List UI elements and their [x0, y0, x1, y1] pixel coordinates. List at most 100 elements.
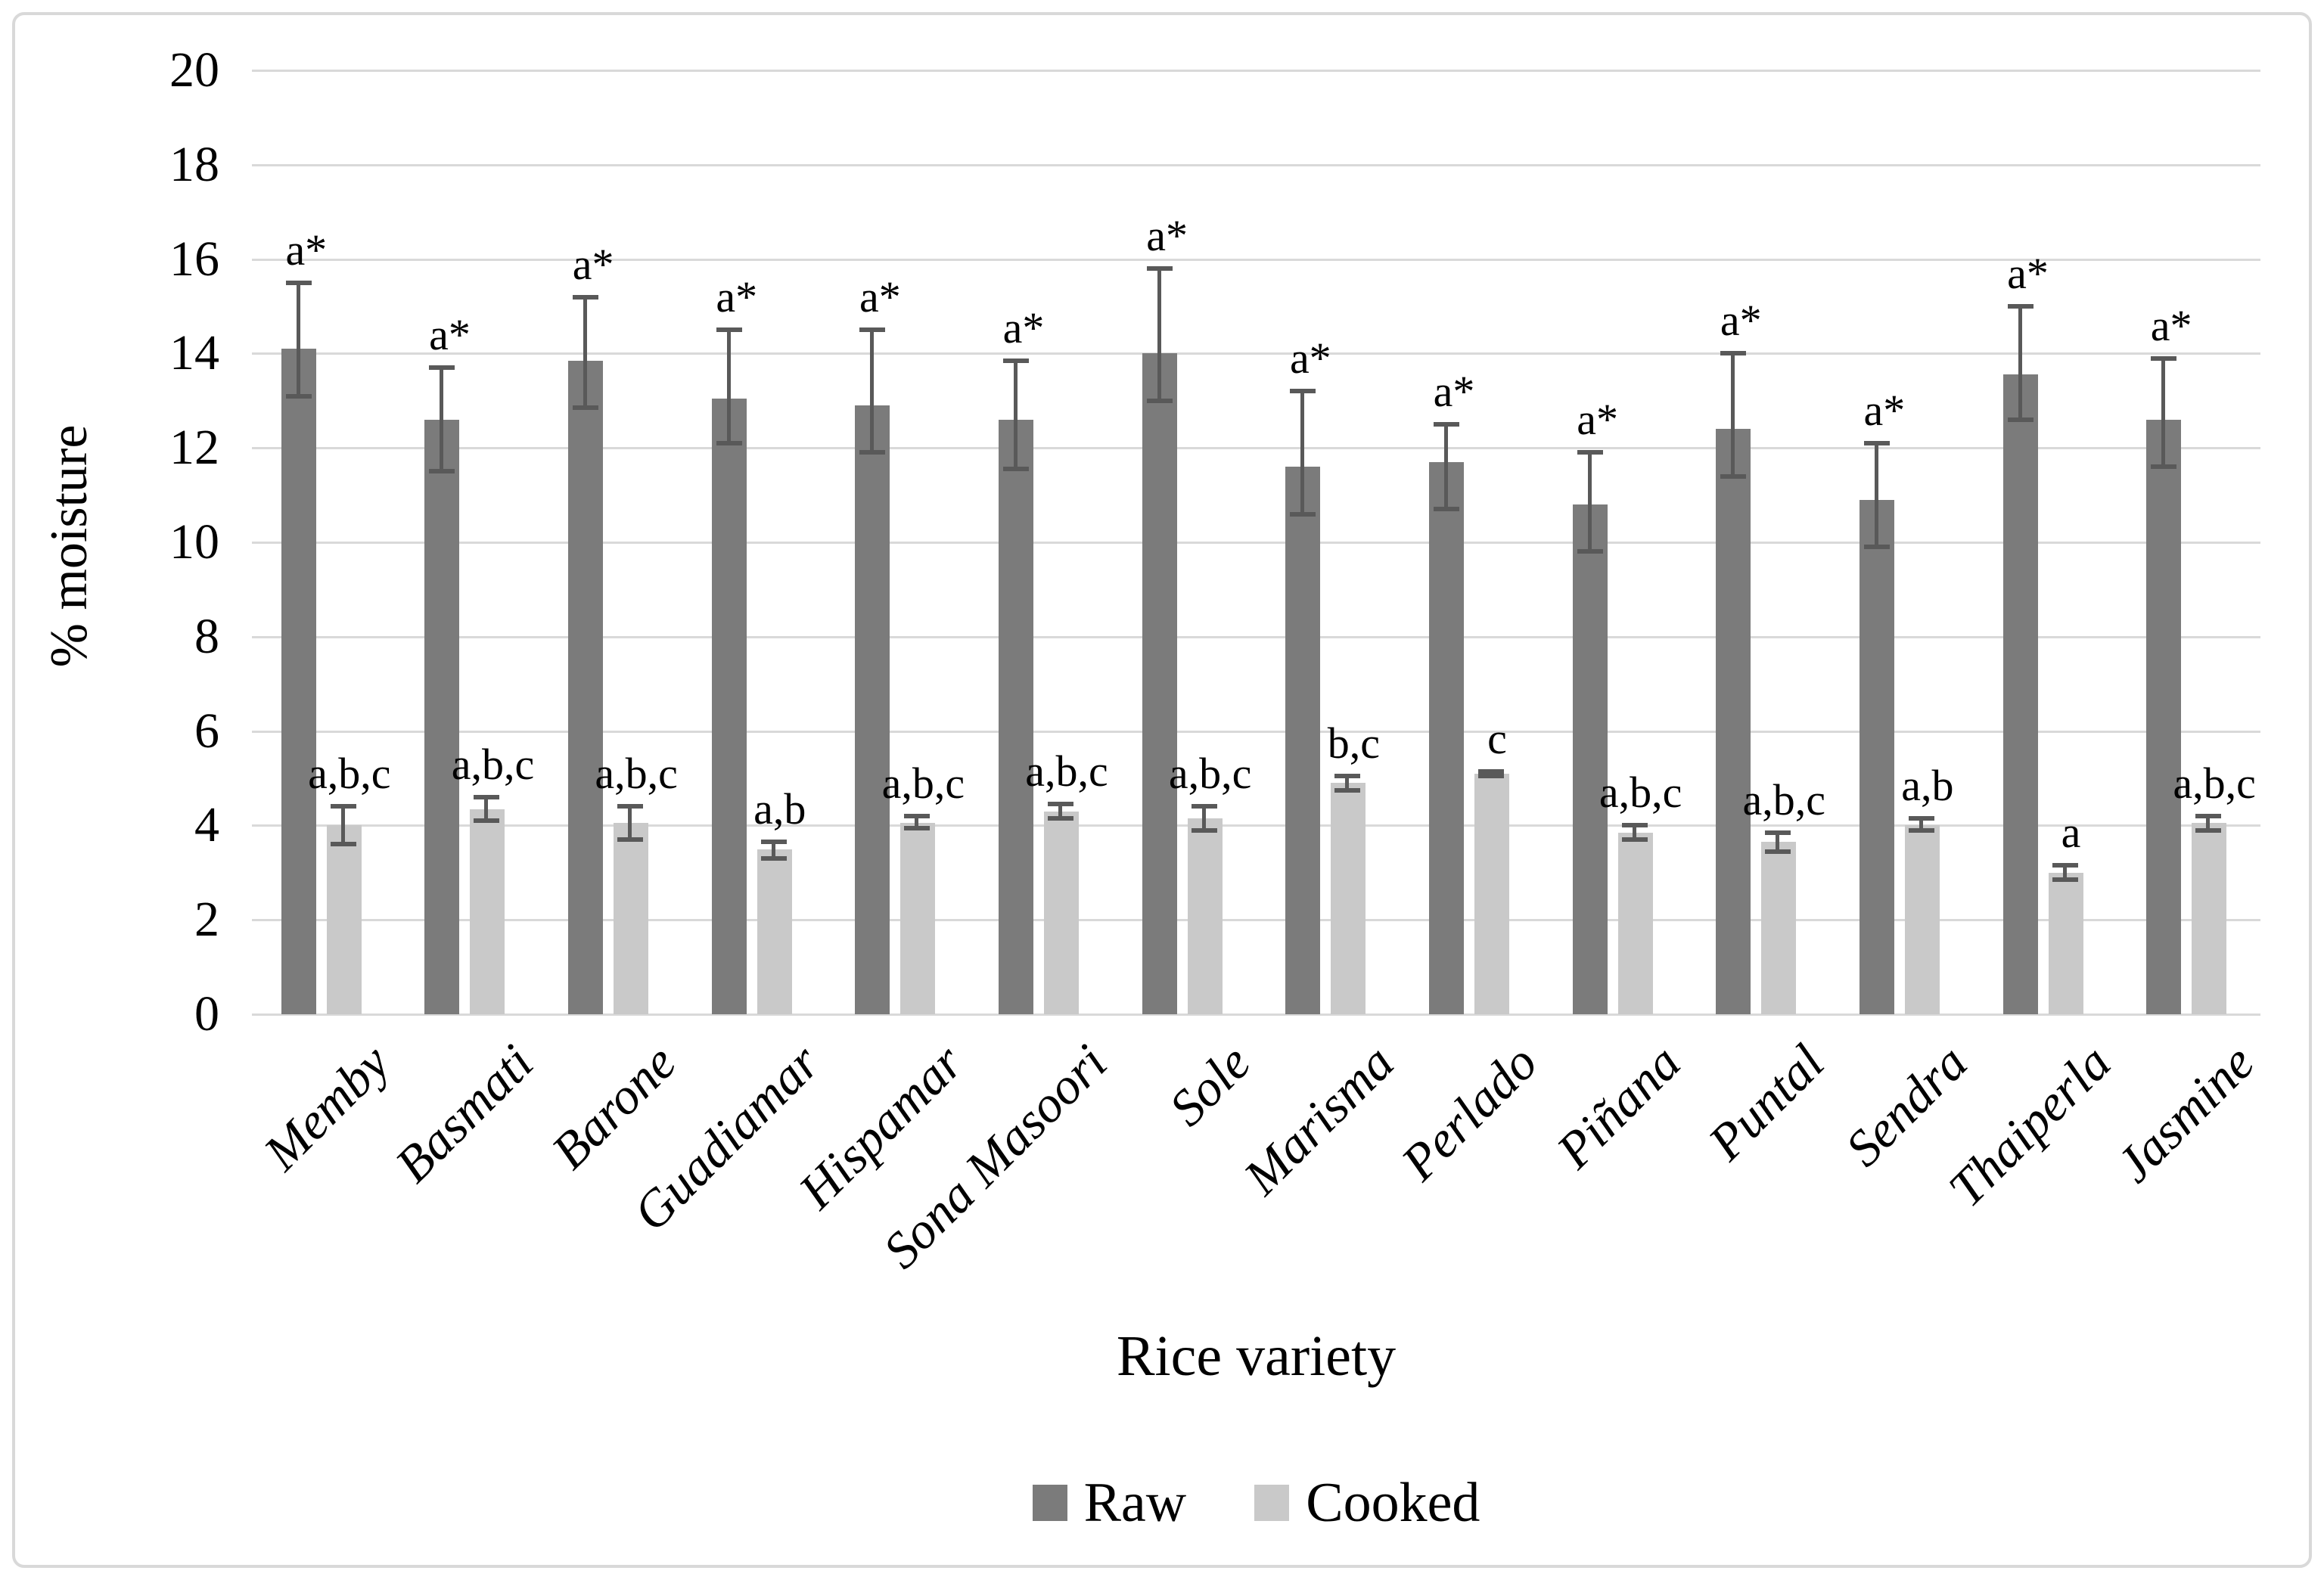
y-tick-label: 4 — [194, 797, 219, 853]
significance-label: a,b,c — [2173, 758, 2256, 808]
gridline — [252, 635, 2260, 638]
significance-label: a* — [429, 310, 471, 360]
significance-label: a* — [1577, 395, 1618, 445]
error-bar-line — [726, 330, 731, 443]
raw-bar — [2146, 419, 2182, 1014]
legend-swatch-raw — [1032, 1485, 1067, 1521]
error-bar-cap-top — [429, 365, 455, 371]
error-bar-cap-top — [904, 813, 931, 818]
gridline — [252, 163, 2260, 166]
significance-label: a* — [2150, 300, 2192, 350]
error-bar-line — [484, 796, 489, 821]
gridline — [252, 542, 2260, 544]
significance-label: a* — [716, 272, 758, 322]
error-bar-line — [296, 282, 300, 396]
significance-label: a,b,c — [1742, 774, 1826, 824]
raw-bar — [1428, 461, 1464, 1014]
error-bar-line — [2018, 306, 2022, 420]
gridline — [252, 919, 2260, 922]
cooked-bar — [757, 849, 792, 1014]
x-axis-label: Sole — [1157, 1033, 1261, 1137]
error-bar-line — [870, 330, 875, 453]
error-bar-line — [1300, 391, 1305, 514]
error-bar-cap-bottom — [1863, 545, 1890, 550]
error-bar-cap-bottom — [1191, 827, 1217, 833]
legend-label-cooked: Cooked — [1306, 1472, 1480, 1534]
y-tick-label: 8 — [194, 608, 219, 664]
cooked-bar — [2192, 823, 2227, 1014]
significance-label: a,b,c — [881, 758, 965, 808]
significance-label: a* — [1863, 385, 1906, 435]
error-bar-cap-top — [1191, 804, 1217, 809]
error-bar-cap-top — [573, 294, 599, 300]
error-bar-cap-top — [1048, 802, 1074, 807]
error-bar-cap-top — [1765, 830, 1791, 835]
significance-label: a* — [572, 239, 614, 289]
cooked-bar — [470, 809, 505, 1014]
gridline — [252, 1013, 2260, 1016]
error-bar-cap-bottom — [716, 440, 742, 445]
cooked-bar — [1904, 825, 1940, 1014]
error-bar-cap-top — [474, 794, 500, 799]
significance-label: a — [2061, 808, 2081, 858]
significance-label: a,b,c — [1025, 747, 1108, 796]
cooked-bar — [1187, 818, 1223, 1014]
error-bar-line — [2062, 865, 2067, 880]
gridline — [252, 824, 2260, 827]
y-tick-label: 12 — [169, 420, 219, 476]
error-bar-cap-bottom — [573, 405, 599, 411]
error-bar-cap-top — [285, 280, 312, 285]
error-bar-cap-top — [760, 840, 787, 845]
y-tick-label: 16 — [169, 231, 219, 287]
significance-label: a* — [859, 272, 901, 322]
x-axis-label: Memby — [252, 1033, 400, 1181]
y-tick-label: 0 — [194, 986, 219, 1041]
error-bar-cap-bottom — [760, 856, 787, 861]
legend-swatch-cooked — [1254, 1485, 1290, 1521]
error-bar-line — [1443, 424, 1448, 510]
error-bar-line — [1058, 804, 1063, 819]
error-bar-line — [771, 842, 775, 859]
error-bar-line — [2206, 815, 2211, 830]
significance-label: a* — [1433, 367, 1475, 416]
raw-bar — [281, 349, 316, 1014]
raw-bar — [1142, 353, 1177, 1014]
raw-bar — [1285, 467, 1321, 1014]
error-bar-cap-top — [1908, 816, 1934, 821]
error-bar-cap-bottom — [1334, 787, 1361, 793]
y-axis-title: % moisture — [40, 424, 98, 668]
raw-bar — [424, 419, 460, 1014]
significance-label: a,b,c — [451, 739, 535, 789]
x-axis-label: Jasmine — [2105, 1033, 2266, 1194]
error-bar-line — [583, 296, 588, 408]
error-bar-cap-top — [330, 804, 356, 809]
cooked-bar — [1331, 783, 1366, 1014]
significance-label: a* — [285, 225, 328, 275]
error-bar-line — [440, 368, 444, 472]
significance-label: a* — [1289, 334, 1331, 383]
raw-bar — [999, 419, 1034, 1014]
error-bar-cap-bottom — [1765, 849, 1791, 854]
significance-label: a,b,c — [308, 749, 391, 799]
gridline — [252, 352, 2260, 355]
error-bar-cap-top — [1720, 351, 1747, 356]
x-axis-label: Puntal — [1697, 1033, 1835, 1172]
x-axis-label: Perlado — [1390, 1033, 1549, 1191]
error-bar-line — [915, 815, 919, 828]
significance-label: a* — [2007, 249, 2049, 298]
error-bar-line — [1345, 775, 1350, 790]
error-bar-cap-bottom — [1908, 827, 1934, 833]
cooked-bar — [1044, 811, 1080, 1014]
significance-label: a* — [1720, 296, 1762, 346]
raw-bar — [568, 360, 604, 1014]
raw-bar — [2002, 374, 2038, 1014]
significance-label: a,b,c — [595, 749, 678, 799]
raw-bar — [1572, 504, 1608, 1014]
significance-label: a,b — [753, 784, 806, 834]
error-bar-cap-bottom — [1146, 398, 1173, 403]
error-bar-cap-top — [2195, 813, 2222, 818]
error-bar-cap-bottom — [2007, 417, 2034, 422]
legend-item-raw: Raw — [1032, 1469, 1186, 1537]
significance-label: b,c — [1327, 718, 1380, 768]
